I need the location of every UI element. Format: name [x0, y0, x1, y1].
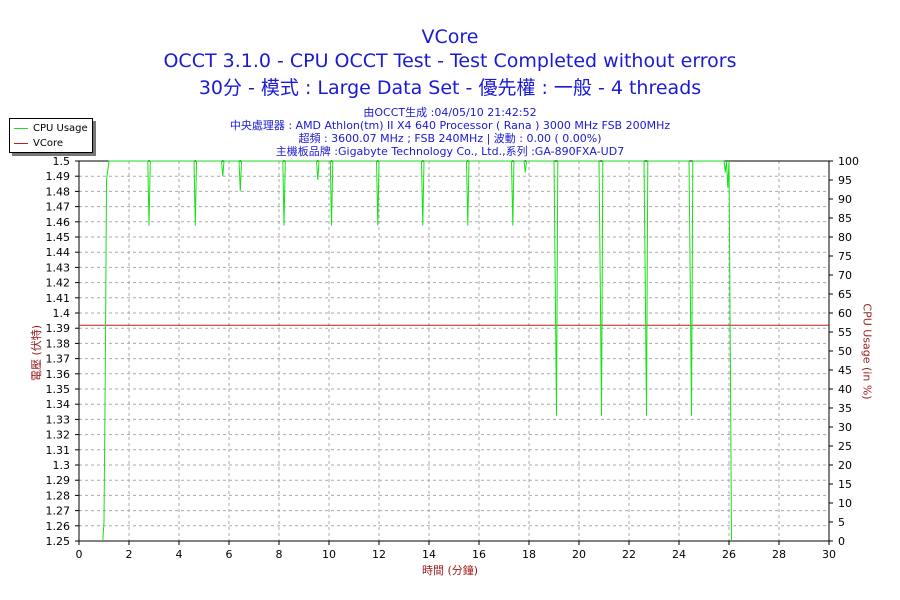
y-right-tick-label-14: 70 — [838, 269, 852, 282]
y-right-tick-label-5: 25 — [838, 440, 852, 453]
y-left-tick-label-21: 1.46 — [46, 216, 71, 229]
y-axis-right-label: CPU Usage (in %) — [860, 303, 874, 400]
x-tick-label-5: 10 — [322, 548, 336, 561]
x-tick-label-9: 18 — [522, 548, 536, 561]
legend-item-cpu: CPU Usage — [14, 122, 88, 134]
x-tick-label-12: 24 — [672, 548, 686, 561]
y-left-tick-label-22: 1.47 — [46, 201, 71, 214]
x-tick-label-10: 20 — [572, 548, 586, 561]
y-right-tick-label-10: 50 — [838, 345, 852, 358]
y-right-tick-label-20: 100 — [838, 155, 859, 168]
y-right-tick-label-9: 45 — [838, 364, 852, 377]
y-right-tick-label-7: 35 — [838, 402, 852, 415]
y-left-tick-label-12: 1.37 — [46, 353, 71, 366]
y-right-tick-label-3: 15 — [838, 478, 852, 491]
y-left-tick-label-6: 1.31 — [46, 444, 71, 457]
y-left-tick-label-18: 1.43 — [46, 261, 71, 274]
x-tick-label-14: 28 — [772, 548, 786, 561]
x-tick-label-7: 14 — [422, 548, 436, 561]
y-axis-left-label: 電壓 (伏特) — [30, 324, 43, 382]
info-motherboard: 主機板品牌 :Gigabyte Technology Co., Ltd.,系列 … — [275, 145, 625, 158]
y-right-tick-label-15: 75 — [838, 250, 852, 263]
x-tick-label-1: 2 — [126, 548, 133, 561]
y-left-tick-label-15: 1.4 — [53, 307, 71, 320]
y-right-tick-label-0: 0 — [838, 535, 845, 548]
legend-swatch-cpu — [14, 127, 28, 129]
x-tick-label-3: 6 — [226, 548, 233, 561]
chart-title: VCore — [421, 26, 479, 48]
y-right-tick-label-4: 20 — [838, 459, 852, 472]
y-left-tick-label-16: 1.41 — [46, 292, 71, 305]
y-left-tick-label-17: 1.42 — [46, 277, 71, 290]
x-tick-label-6: 12 — [372, 548, 386, 561]
info-generated: 由OCCT生成 :04/05/10 21:42:52 — [363, 106, 537, 119]
y-right-tick-label-19: 95 — [838, 174, 852, 187]
info-overclock: 超頻 : 3600.07 MHz ; FSB 240MHz | 波動 : 0.0… — [298, 132, 602, 145]
chart-subtitle-2: 30分 - 模式 : Large Data Set - 優先權 : 一般 - 4… — [198, 77, 702, 99]
x-tick-label-4: 8 — [276, 548, 283, 561]
x-tick-label-8: 16 — [472, 548, 486, 561]
y-left-tick-label-1: 1.26 — [46, 520, 71, 533]
y-left-tick-label-4: 1.29 — [46, 474, 71, 487]
y-right-tick-label-12: 60 — [838, 307, 852, 320]
x-tick-label-0: 0 — [76, 548, 83, 561]
legend-swatch-vcore — [14, 142, 28, 144]
y-right-tick-label-16: 80 — [838, 231, 852, 244]
x-tick-label-15: 30 — [822, 548, 836, 561]
y-left-tick-label-8: 1.33 — [46, 413, 71, 426]
x-axis-label: 時間 (分鐘) — [421, 564, 479, 577]
y-left-tick-label-25: 1.5 — [53, 155, 71, 168]
chart-subtitle: OCCT 3.1.0 - CPU OCCT Test - Test Comple… — [163, 50, 737, 72]
y-left-tick-label-2: 1.27 — [46, 505, 71, 518]
y-left-tick-label-14: 1.39 — [46, 322, 71, 335]
x-tick-label-13: 26 — [722, 548, 736, 561]
y-left-tick-label-9: 1.34 — [46, 398, 71, 411]
legend-item-vcore: VCore — [14, 137, 63, 149]
y-right-tick-label-17: 85 — [838, 212, 852, 225]
y-right-tick-label-11: 55 — [838, 326, 852, 339]
y-right-tick-label-6: 30 — [838, 421, 852, 434]
y-left-tick-label-24: 1.49 — [46, 170, 71, 183]
y-left-tick-label-11: 1.36 — [46, 368, 71, 381]
y-left-tick-label-13: 1.38 — [46, 337, 71, 350]
y-right-tick-label-8: 40 — [838, 383, 852, 396]
y-left-tick-label-23: 1.48 — [46, 185, 71, 198]
y-right-tick-label-1: 5 — [838, 516, 845, 529]
plot-area — [79, 161, 829, 541]
x-tick-label-2: 4 — [176, 548, 183, 561]
y-left-tick-label-10: 1.35 — [46, 383, 71, 396]
y-left-tick-label-5: 1.3 — [53, 459, 71, 472]
y-right-tick-label-13: 65 — [838, 288, 852, 301]
x-tick-label-11: 22 — [622, 548, 636, 561]
y-left-tick-label-0: 1.25 — [46, 535, 71, 548]
legend-label-cpu: CPU Usage — [33, 122, 88, 134]
y-left-tick-label-3: 1.28 — [46, 489, 71, 502]
y-left-tick-label-7: 1.32 — [46, 429, 71, 442]
y-left-tick-label-20: 1.45 — [46, 231, 71, 244]
info-cpu: 中央處理器 : AMD Athlon(tm) II X4 640 Process… — [229, 119, 671, 132]
legend-label-vcore: VCore — [33, 137, 63, 149]
y-left-tick-label-19: 1.44 — [46, 246, 71, 259]
y-right-tick-label-2: 10 — [838, 497, 852, 510]
y-right-tick-label-18: 90 — [838, 193, 852, 206]
series-line-cpu-usage — [102, 160, 732, 542]
legend: CPU Usage VCore — [9, 118, 93, 153]
